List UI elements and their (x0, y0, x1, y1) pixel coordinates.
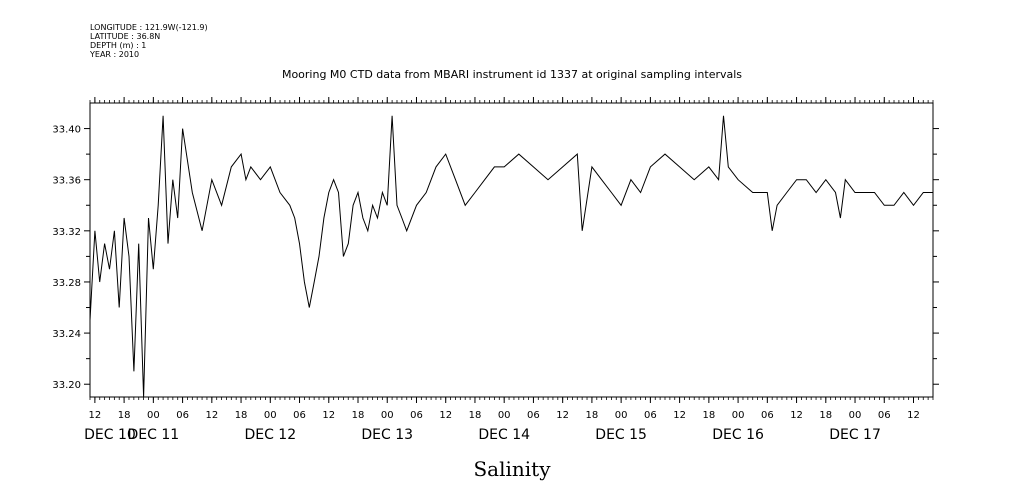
x-hour-label: 18 (702, 410, 715, 421)
x-hour-label: 06 (878, 410, 891, 421)
x-hour-label: 00 (381, 410, 394, 421)
x-hour-label: 12 (556, 410, 569, 421)
x-hour-label: 00 (732, 410, 745, 421)
x-hour-label: 18 (586, 410, 599, 421)
x-hour-label: 00 (264, 410, 277, 421)
y-tick-label: 33.40 (52, 125, 81, 136)
x-hour-label: 18 (819, 410, 832, 421)
x-day-label: DEC 17 (829, 427, 881, 443)
x-hour-label: 00 (849, 410, 862, 421)
y-tick-label: 33.28 (52, 278, 81, 289)
depth-text: DEPTH (m) : 1 (90, 41, 146, 50)
x-hour-label: 18 (118, 410, 131, 421)
x-hour-label: 18 (469, 410, 482, 421)
x-hour-label: 00 (615, 410, 628, 421)
metadata-block: LONGITUDE : 121.9W(-121.9) LATITUDE : 36… (89, 23, 208, 59)
x-hour-label: 18 (235, 410, 248, 421)
x-day-label: DEC 13 (361, 427, 413, 443)
longitude-text: LONGITUDE : 121.9W(-121.9) (90, 23, 208, 32)
x-day-label: DEC 16 (712, 427, 764, 443)
y-axis-ticks: 33.20 33.24 33.28 33.32 33.36 33.40 (52, 125, 939, 391)
x-day-label: DEC 10 (84, 427, 136, 443)
series-layer (89, 115, 933, 398)
x-hour-label: 06 (644, 410, 657, 421)
year-text: YEAR : 2010 (89, 50, 139, 59)
latitude-text: LATITUDE : 36.8N (90, 32, 160, 41)
x-hour-label: 06 (527, 410, 540, 421)
x-hour-label: 06 (176, 410, 189, 421)
x-hour-label: 06 (410, 410, 423, 421)
x-hour-label: 12 (439, 410, 452, 421)
x-axis-label: Salinity (473, 457, 551, 481)
x-day-label: DEC 11 (128, 427, 180, 443)
x-hour-label: 18 (352, 410, 365, 421)
x-day-label: DEC 12 (244, 427, 296, 443)
x-hour-label: 06 (293, 410, 306, 421)
x-hour-label: 12 (673, 410, 686, 421)
chart-title: Mooring M0 CTD data from MBARI instrumen… (282, 68, 742, 81)
salinity-series-line (89, 115, 933, 398)
y-tick-label: 33.20 (52, 380, 81, 391)
plot-frame (89, 102, 934, 398)
x-hour-label: 06 (761, 410, 774, 421)
x-hour-label: 12 (907, 410, 920, 421)
x-day-label: DEC 15 (595, 427, 647, 443)
minor-ticks (89, 100, 934, 400)
x-hour-label: 12 (205, 410, 218, 421)
x-hour-label: 12 (89, 410, 102, 421)
x-hour-label: 12 (322, 410, 335, 421)
x-hour-label: 00 (147, 410, 160, 421)
y-tick-label: 33.24 (52, 329, 81, 340)
y-tick-label: 33.32 (52, 227, 81, 238)
x-day-label: DEC 14 (478, 427, 530, 443)
x-axis-ticks: 12 18 00 06 12 18 00 06 12 18 00 06 12 18 00 06 12 18 00 06… (84, 97, 920, 443)
x-hour-label: 12 (790, 410, 803, 421)
x-hour-label: 00 (498, 410, 511, 421)
y-tick-label: 33.36 (52, 176, 81, 187)
